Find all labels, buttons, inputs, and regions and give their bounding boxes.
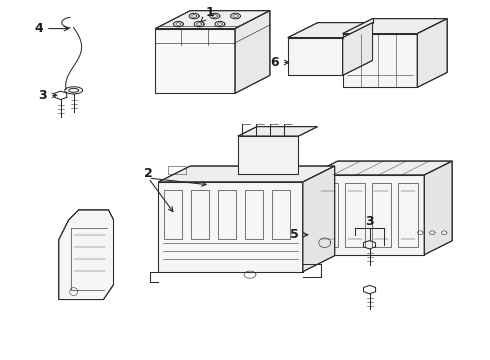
Polygon shape bbox=[310, 175, 424, 255]
Polygon shape bbox=[303, 166, 335, 272]
Polygon shape bbox=[424, 161, 452, 255]
Polygon shape bbox=[310, 161, 452, 175]
Text: 2: 2 bbox=[144, 167, 153, 180]
Polygon shape bbox=[155, 11, 270, 28]
Text: 3: 3 bbox=[39, 89, 57, 102]
Polygon shape bbox=[343, 19, 447, 33]
Polygon shape bbox=[155, 28, 235, 93]
Text: 5: 5 bbox=[291, 228, 308, 241]
Text: 3: 3 bbox=[365, 215, 374, 228]
Polygon shape bbox=[238, 136, 298, 174]
Polygon shape bbox=[158, 166, 335, 182]
Polygon shape bbox=[288, 23, 372, 37]
Polygon shape bbox=[417, 19, 447, 87]
Text: 1: 1 bbox=[201, 6, 215, 22]
Polygon shape bbox=[158, 182, 303, 272]
Text: 4: 4 bbox=[34, 22, 69, 35]
Polygon shape bbox=[238, 127, 318, 136]
Polygon shape bbox=[343, 33, 417, 87]
Polygon shape bbox=[235, 11, 270, 93]
Polygon shape bbox=[59, 210, 114, 300]
Polygon shape bbox=[288, 37, 343, 75]
Polygon shape bbox=[343, 23, 372, 75]
Text: 6: 6 bbox=[270, 56, 289, 69]
